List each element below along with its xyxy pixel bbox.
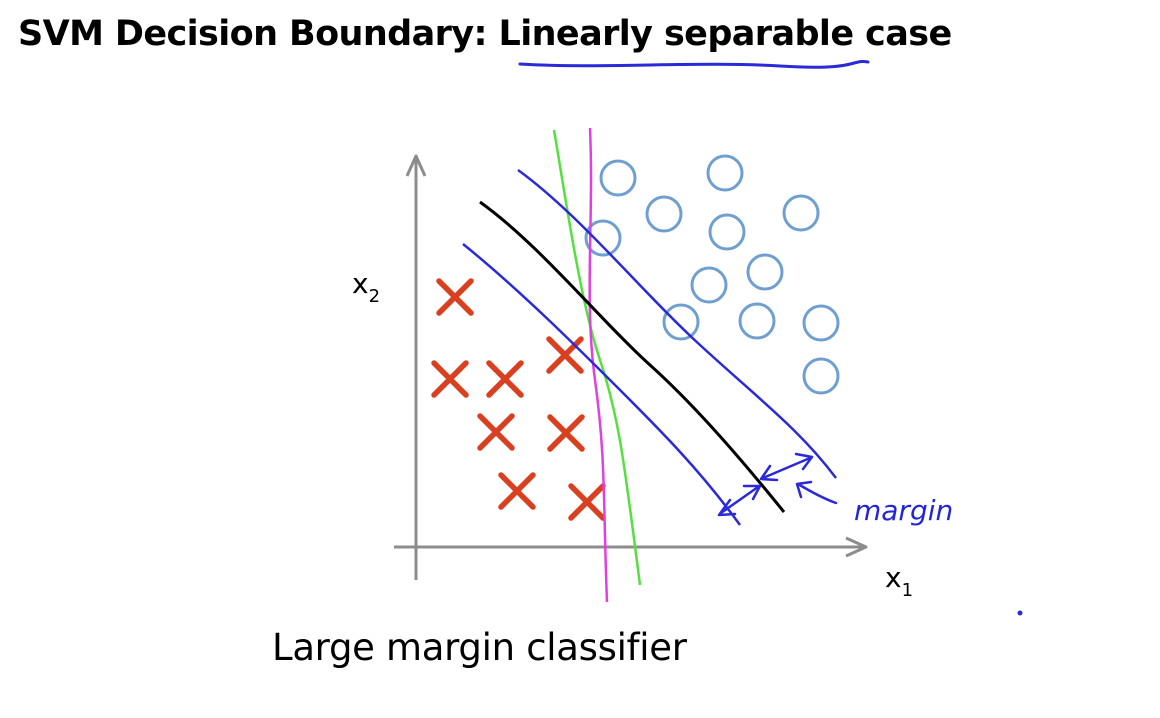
cross-icon <box>498 472 536 510</box>
slide-title: SVM Decision Boundary: Linearly separabl… <box>18 14 952 54</box>
arrowhead-icon <box>794 452 814 471</box>
circle-icon <box>599 159 637 197</box>
y-axis-label: x2 <box>352 267 380 307</box>
y-axis-arrowhead <box>405 154 427 177</box>
circle-icon <box>746 253 784 291</box>
alt-boundary-green <box>552 129 642 586</box>
negative-class-points <box>431 278 606 521</box>
margin-annotation: margin <box>854 494 953 527</box>
cross-icon <box>486 360 524 398</box>
circle-icon <box>690 266 728 304</box>
arrowhead-icon <box>742 484 762 501</box>
circle-icon <box>708 213 746 251</box>
circle-icon <box>802 357 840 395</box>
cross-icon <box>546 336 584 374</box>
cross-icon <box>568 483 606 521</box>
circle-icon <box>782 194 820 232</box>
margin-arrow-upper <box>761 456 812 480</box>
margin-pointer-arrow <box>796 482 838 505</box>
cross-icon <box>477 413 515 451</box>
cross-icon <box>547 414 585 452</box>
arrowhead-icon <box>759 464 779 482</box>
pen-dot <box>1017 610 1023 616</box>
positive-class-points <box>584 154 840 395</box>
alt-boundary-magenta <box>588 127 609 603</box>
cross-icon <box>431 360 469 398</box>
title-emphasis: Linearly separable <box>498 14 855 54</box>
circle-icon <box>662 303 700 341</box>
margin-arrows <box>717 452 838 517</box>
margin-arrow-lower <box>719 485 760 515</box>
x-axis-label: x1 <box>885 561 913 601</box>
margin-line-upper <box>517 168 837 479</box>
title-prefix: SVM Decision Boundary: <box>18 14 499 54</box>
arrowhead-icon <box>795 480 813 499</box>
circle-icon <box>645 195 683 233</box>
svm-decision-boundary <box>479 200 786 513</box>
slide-caption: Large margin classifier <box>272 626 687 669</box>
circle-icon <box>584 219 622 257</box>
arrowhead-icon <box>717 498 737 517</box>
title-suffix: case <box>853 14 952 54</box>
cross-icon <box>436 278 474 316</box>
title-underline <box>518 60 870 69</box>
axes <box>394 154 868 580</box>
margin-line-lower <box>462 243 742 526</box>
circle-icon <box>802 304 840 342</box>
circle-icon <box>706 154 744 192</box>
circle-icon <box>738 302 776 340</box>
x-axis-arrowhead <box>845 536 868 558</box>
